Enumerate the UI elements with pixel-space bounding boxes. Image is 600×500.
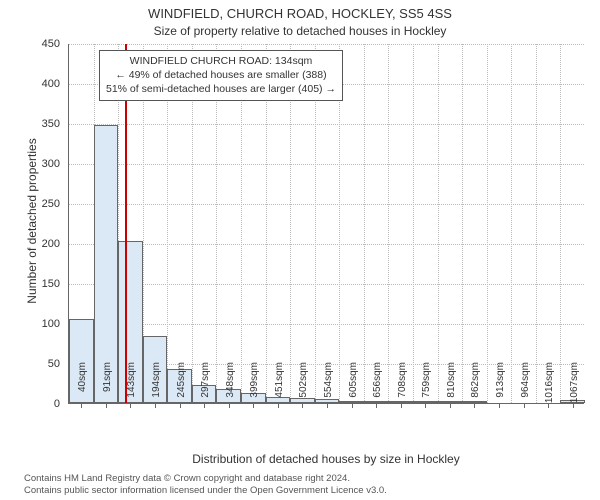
x-tick-label: 862sqm (470, 362, 481, 412)
gridline-horizontal (69, 284, 584, 285)
gridline-horizontal (69, 324, 584, 325)
y-tick-label: 300 (0, 158, 60, 170)
plot-area: WINDFIELD CHURCH ROAD: 134sqm ← 49% of d… (68, 44, 584, 404)
gridline-horizontal (69, 164, 584, 165)
y-tick-label: 350 (0, 118, 60, 130)
x-tick-label: 348sqm (225, 362, 236, 412)
gridline-vertical (487, 44, 488, 403)
annotation-line3: 51% of semi-detached houses are larger (… (106, 82, 336, 96)
y-tick-label: 50 (0, 358, 60, 370)
x-tick-label: 1067sqm (569, 362, 580, 412)
x-tick-label: 605sqm (348, 362, 359, 412)
gridline-horizontal (69, 244, 584, 245)
gridline-vertical (462, 44, 463, 403)
x-tick-label: 913sqm (495, 362, 506, 412)
x-tick-label: 143sqm (126, 362, 137, 412)
y-tick-label: 400 (0, 78, 60, 90)
x-tick-label: 554sqm (323, 362, 334, 412)
gridline-vertical (536, 44, 537, 403)
y-axis-label: Number of detached properties (25, 121, 39, 321)
y-tick-label: 150 (0, 278, 60, 290)
annotation-line2: ← 49% of detached houses are smaller (38… (106, 68, 336, 82)
gridline-vertical (388, 44, 389, 403)
gridline-horizontal (69, 124, 584, 125)
chart-container: WINDFIELD, CHURCH ROAD, HOCKLEY, SS5 4SS… (0, 0, 600, 500)
y-tick-label: 100 (0, 318, 60, 330)
x-tick-label: 964sqm (520, 362, 531, 412)
y-tick-label: 250 (0, 198, 60, 210)
x-tick-label: 91sqm (102, 362, 113, 412)
gridline-vertical (560, 44, 561, 403)
x-tick-label: 297sqm (200, 362, 211, 412)
x-tick-label: 759sqm (421, 362, 432, 412)
y-tick-label: 200 (0, 238, 60, 250)
gridline-vertical (438, 44, 439, 403)
annotation-box: WINDFIELD CHURCH ROAD: 134sqm ← 49% of d… (99, 50, 343, 101)
annotation-line1: WINDFIELD CHURCH ROAD: 134sqm (106, 54, 336, 68)
y-tick-label: 0 (0, 398, 60, 410)
footer-line2: Contains public sector information licen… (24, 485, 387, 496)
x-tick-label: 245sqm (176, 362, 187, 412)
x-tick-label: 1016sqm (544, 362, 555, 412)
x-tick-label: 399sqm (249, 362, 260, 412)
footer-line1: Contains HM Land Registry data © Crown c… (24, 473, 387, 484)
footer-attribution: Contains HM Land Registry data © Crown c… (24, 473, 387, 496)
x-tick-label: 451sqm (274, 362, 285, 412)
gridline-vertical (413, 44, 414, 403)
chart-title-sub: Size of property relative to detached ho… (0, 24, 600, 38)
x-tick-label: 194sqm (151, 362, 162, 412)
chart-title-main: WINDFIELD, CHURCH ROAD, HOCKLEY, SS5 4SS (0, 6, 600, 21)
gridline-vertical (364, 44, 365, 403)
x-tick-label: 40sqm (77, 362, 88, 412)
gridline-horizontal (69, 44, 584, 45)
y-tick-label: 450 (0, 38, 60, 50)
x-tick-label: 810sqm (446, 362, 457, 412)
gridline-vertical (511, 44, 512, 403)
x-tick-label: 502sqm (298, 362, 309, 412)
x-tick-label: 656sqm (372, 362, 383, 412)
x-axis-label: Distribution of detached houses by size … (68, 452, 584, 466)
x-tick-label: 708sqm (397, 362, 408, 412)
gridline-horizontal (69, 204, 584, 205)
